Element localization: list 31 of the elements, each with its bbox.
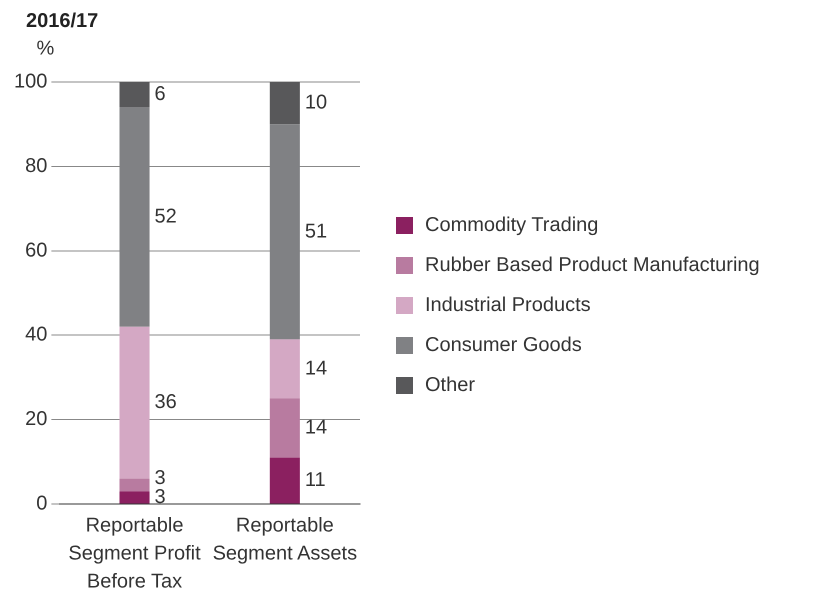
legend-label: Commodity Trading <box>425 214 598 236</box>
chart-title: 2016/17 <box>26 10 98 33</box>
bar <box>119 491 150 504</box>
bar <box>270 339 300 398</box>
legend-label: Industrial Products <box>425 294 591 316</box>
legend-label: Other <box>425 374 476 396</box>
y-axis-title: % <box>36 38 54 60</box>
bar <box>119 82 150 108</box>
x-tick-label: Reportable Segment Profit Before Tax <box>68 514 202 593</box>
y-tick-label: 100 <box>14 70 48 93</box>
data-label: 14 <box>304 357 328 380</box>
bar <box>119 478 150 492</box>
data-label: 6 <box>154 83 166 106</box>
data-label: 14 <box>304 416 328 439</box>
y-tick-label: 60 <box>25 239 48 262</box>
y-tick-label: 40 <box>25 324 48 346</box>
bar <box>270 82 300 124</box>
legend-label: Rubber Based Product Manufacturing <box>425 254 760 276</box>
y-tick-label: 0 <box>36 492 48 515</box>
data-label: 10 <box>304 92 328 114</box>
x-tick-label: Reportable Segment Assets <box>212 514 358 565</box>
data-label: 36 <box>154 391 177 414</box>
data-label: 51 <box>304 220 328 242</box>
bar <box>270 458 300 504</box>
bar <box>119 326 150 479</box>
data-label: 11 <box>304 469 326 492</box>
y-tick-label: 20 <box>25 408 48 430</box>
legend-label: Consumer Goods <box>425 334 582 356</box>
data-label: 52 <box>154 206 177 228</box>
y-tick-label: 80 <box>25 154 48 177</box>
bar <box>270 398 300 458</box>
